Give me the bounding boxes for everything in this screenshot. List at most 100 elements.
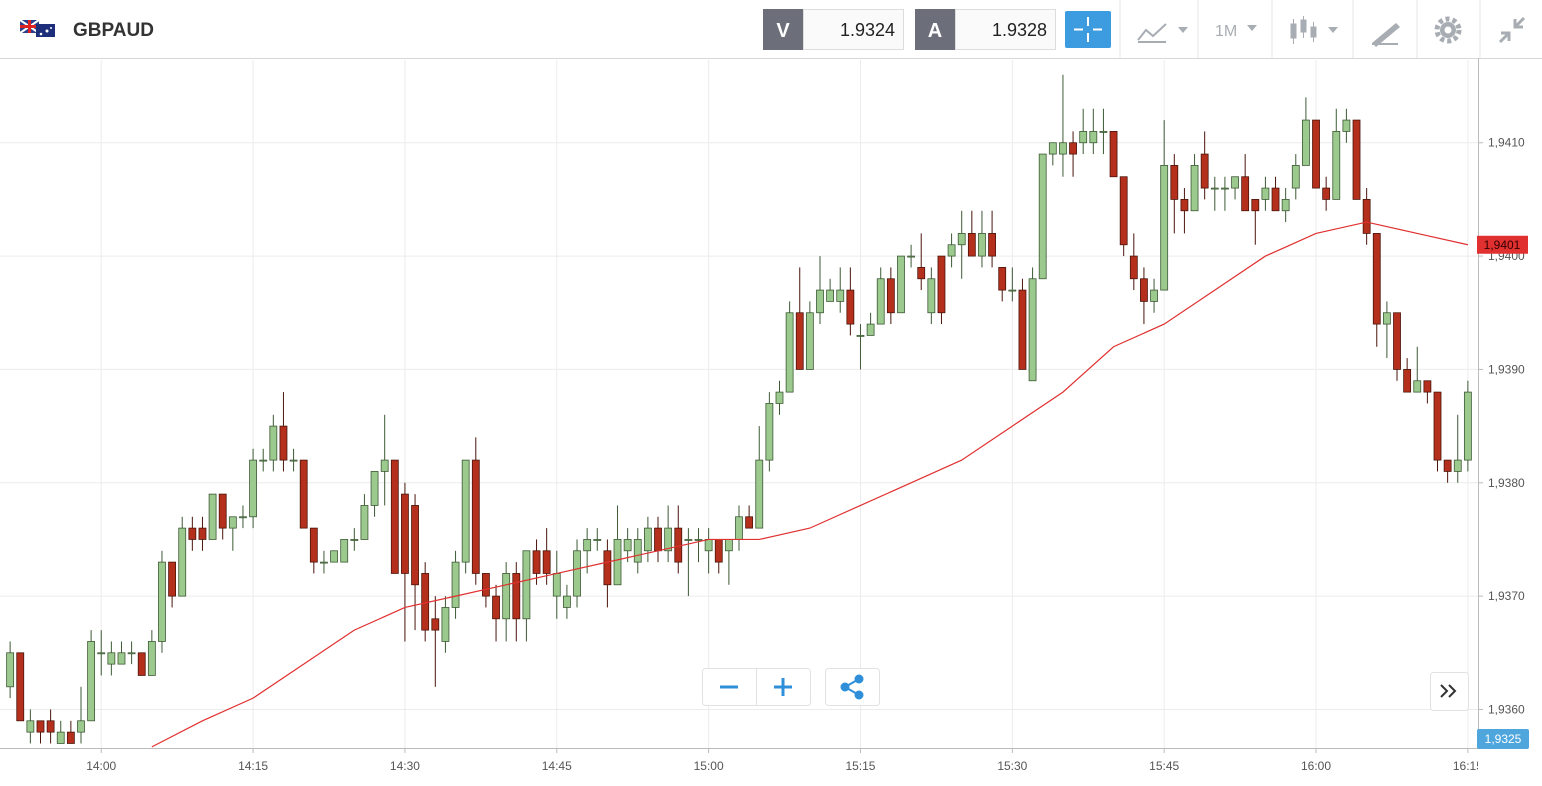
flag	[19, 19, 55, 37]
candle-body	[309, 527, 318, 563]
candle-body	[1433, 391, 1442, 461]
candle-body	[735, 516, 743, 540]
candle-body	[461, 459, 470, 563]
candle-body	[431, 618, 440, 631]
current-price-badge: 1,9325	[1477, 729, 1529, 749]
crosshair-button[interactable]	[1065, 11, 1111, 48]
candle-body	[1372, 233, 1381, 325]
candle-body	[77, 720, 85, 733]
settings-button[interactable]	[1434, 16, 1462, 44]
candle-body	[46, 720, 55, 733]
candle-body	[1170, 165, 1179, 200]
candle-body	[704, 539, 713, 552]
candle-body	[1342, 119, 1351, 132]
candle-body	[542, 550, 551, 574]
candle-body	[633, 539, 642, 563]
zoom-controls	[702, 668, 811, 706]
x-tick-label: 15:45	[1149, 759, 1179, 773]
candle-body	[279, 425, 288, 461]
candle-body	[846, 289, 855, 325]
candle-body	[1362, 199, 1371, 234]
candle-body	[563, 595, 571, 608]
y-tick-label: 1,9410	[1488, 136, 1525, 150]
bid-price[interactable]: 1.9324	[840, 20, 895, 40]
candle-body	[492, 595, 500, 620]
candle-body	[886, 278, 895, 314]
candle-body	[147, 641, 156, 676]
x-tick-label: 15:15	[845, 759, 875, 773]
candle-body	[228, 516, 237, 529]
timeframe[interactable]: 1M	[1215, 23, 1237, 40]
x-tick-label: 14:15	[238, 759, 268, 773]
grid-layer	[0, 60, 1478, 748]
candle-style-button[interactable]	[1290, 16, 1338, 44]
candle-body	[664, 527, 673, 552]
candle-body	[380, 459, 389, 472]
candle-body	[805, 312, 814, 370]
candle-body	[1150, 289, 1158, 302]
candle-body	[97, 652, 106, 655]
candle-body	[1332, 131, 1341, 200]
candle-body	[1221, 187, 1229, 190]
candle-body	[360, 505, 369, 540]
candle-body	[937, 255, 946, 314]
timeframe-caret[interactable]	[1247, 25, 1257, 31]
candle-body	[16, 652, 25, 722]
bid-button[interactable]	[763, 9, 803, 50]
candle-body	[299, 459, 308, 529]
collapse-button[interactable]	[1498, 16, 1526, 44]
candle-body	[613, 539, 622, 586]
symbol: GBPAUD	[73, 20, 154, 41]
candle-body	[451, 561, 460, 608]
candle-body	[1281, 199, 1290, 212]
ask-price[interactable]: 1.9328	[992, 20, 1047, 40]
candle-body	[1463, 391, 1472, 461]
chart-type-button[interactable]	[1137, 23, 1188, 43]
candle-body	[198, 527, 207, 540]
candle-body	[137, 652, 146, 676]
candle-body	[1291, 165, 1300, 189]
candle-body	[1261, 187, 1270, 200]
bid-label[interactable]: V	[776, 20, 790, 42]
drawing-tools-button[interactable]	[1372, 23, 1400, 47]
candle-body	[401, 493, 409, 574]
candle-body	[714, 539, 723, 563]
candle-body	[967, 233, 976, 257]
share-button[interactable]	[825, 668, 880, 706]
candle-body	[1059, 142, 1067, 155]
candle-body	[1322, 187, 1331, 200]
candle-body	[532, 550, 541, 574]
candle-body	[1028, 278, 1037, 382]
ask-label[interactable]: A	[928, 20, 942, 42]
ask-button[interactable]	[915, 9, 955, 50]
x-tick-label: 15:00	[694, 759, 724, 773]
bid-box[interactable]	[803, 9, 904, 50]
candle-body	[907, 255, 915, 258]
candle-body	[654, 527, 662, 552]
candle-body	[583, 539, 592, 552]
candle-body	[603, 550, 612, 586]
candle-body	[957, 233, 966, 246]
candle-body	[249, 459, 257, 518]
candle-body	[1079, 131, 1088, 144]
ask-box[interactable]	[955, 9, 1056, 50]
candle-body	[623, 539, 632, 552]
candle-body	[471, 459, 480, 574]
scroll-right-button[interactable]	[1430, 672, 1469, 711]
candle-body	[856, 335, 865, 337]
candle-body	[795, 312, 804, 370]
candle-body	[573, 550, 581, 597]
candle-body	[208, 493, 217, 540]
candle-body	[117, 652, 126, 665]
candle-body	[927, 278, 936, 314]
candle-body	[1382, 312, 1391, 325]
candle-body	[1038, 153, 1047, 280]
zoom-in-button[interactable]	[774, 678, 792, 696]
candle-body	[947, 244, 956, 257]
candle-body	[552, 573, 561, 597]
current-price-label: 1,9325	[1485, 732, 1522, 746]
candle-body	[765, 403, 774, 461]
x-tick-label: 14:30	[390, 759, 420, 773]
